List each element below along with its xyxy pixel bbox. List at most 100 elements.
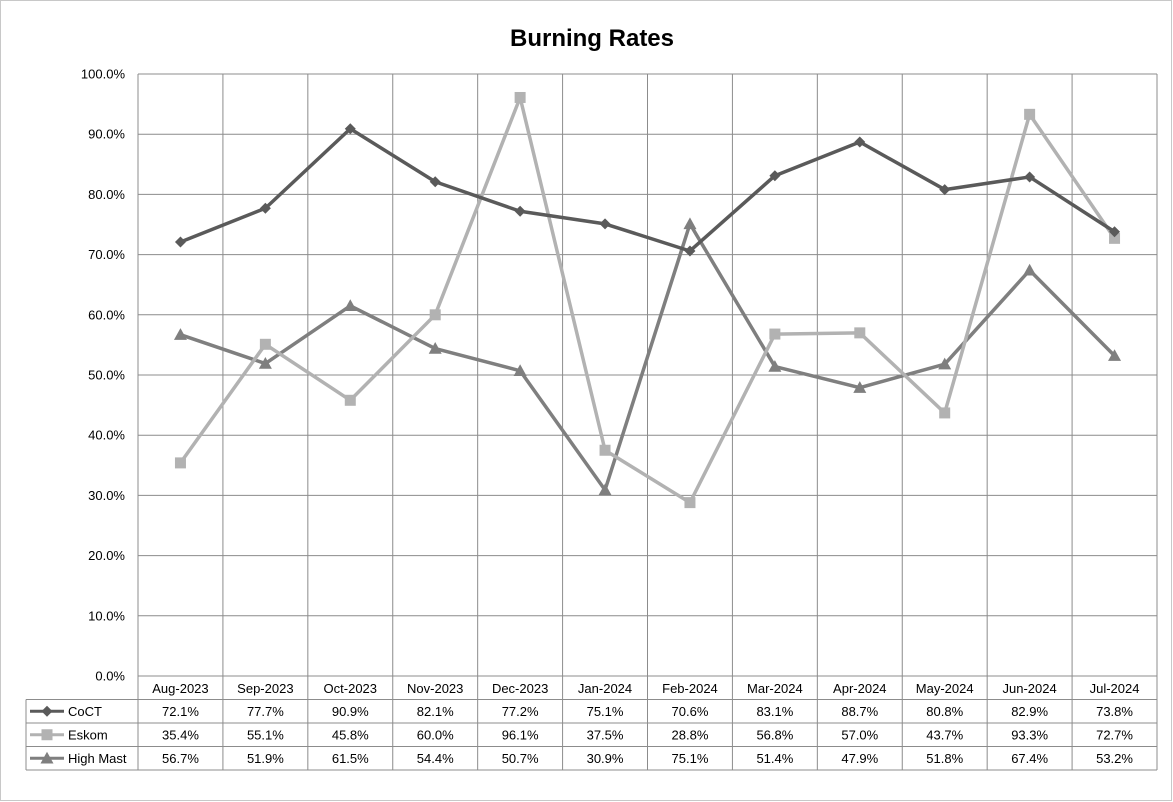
series-lines	[173, 91, 1122, 509]
y-tick-label: 70.0%	[88, 247, 125, 262]
data-label-high-mast: 75.1%	[672, 751, 709, 766]
legend-keys	[30, 705, 64, 764]
data-point-eskom	[939, 407, 951, 419]
y-tick-label: 60.0%	[88, 307, 125, 322]
x-category-label: Sep-2023	[237, 681, 293, 696]
series-name-high-mast: High Mast	[68, 751, 127, 766]
data-label-eskom: 60.0%	[417, 727, 454, 742]
x-category-label: Oct-2023	[324, 681, 377, 696]
data-point-eskom	[174, 457, 186, 469]
data-point-coct	[769, 170, 781, 182]
data-point-high-mast	[428, 342, 442, 354]
x-category-label: May-2024	[916, 681, 974, 696]
data-label-high-mast: 54.4%	[417, 751, 454, 766]
series-name-coct: CoCT	[68, 704, 102, 719]
data-label-high-mast: 30.9%	[587, 751, 624, 766]
data-label-high-mast: 47.9%	[841, 751, 878, 766]
data-label-high-mast: 53.2%	[1096, 751, 1133, 766]
data-label-high-mast: 51.8%	[926, 751, 963, 766]
data-point-high-mast	[1023, 263, 1037, 276]
x-category-label: Mar-2024	[747, 681, 803, 696]
data-point-high-mast	[853, 381, 867, 393]
data-point-coct	[429, 176, 441, 188]
data-label-coct: 75.1%	[587, 704, 624, 719]
x-category-label: Jul-2024	[1090, 681, 1140, 696]
y-tick-label: 80.0%	[88, 187, 125, 202]
x-category-label: Aug-2023	[152, 681, 208, 696]
data-label-eskom: 93.3%	[1011, 727, 1048, 742]
data-point-high-mast	[513, 364, 527, 376]
series-coct	[174, 123, 1121, 257]
data-point-coct	[854, 136, 866, 148]
data-label-high-mast: 56.7%	[162, 751, 199, 766]
y-tick-label: 20.0%	[88, 548, 125, 563]
data-label-coct: 90.9%	[332, 704, 369, 719]
data-label-high-mast: 61.5%	[332, 751, 369, 766]
data-label-eskom: 57.0%	[841, 727, 878, 742]
data-point-coct	[599, 218, 611, 230]
x-category-label: Apr-2024	[833, 681, 886, 696]
data-point-eskom	[684, 497, 696, 509]
data-label-coct: 73.8%	[1096, 704, 1133, 719]
data-point-coct	[1109, 226, 1121, 238]
series-line-high-mast	[179, 222, 1116, 492]
x-category-label: Feb-2024	[662, 681, 718, 696]
data-point-coct	[1024, 171, 1036, 183]
data-point-high-mast	[343, 299, 357, 311]
data-label-coct: 77.2%	[502, 704, 539, 719]
data-label-eskom: 45.8%	[332, 727, 369, 742]
chart-title: Burning Rates	[510, 25, 674, 52]
x-category-label: Nov-2023	[407, 681, 463, 696]
data-point-eskom	[769, 328, 781, 340]
data-label-eskom: 96.1%	[502, 727, 539, 742]
data-point-eskom	[429, 309, 441, 321]
data-label-coct: 70.6%	[672, 704, 709, 719]
x-category-label: Jan-2024	[578, 681, 632, 696]
data-label-coct: 88.7%	[841, 704, 878, 719]
legend-key-marker-coct	[41, 705, 53, 717]
y-tick-label: 10.0%	[88, 608, 125, 623]
data-label-high-mast: 51.9%	[247, 751, 284, 766]
data-label-high-mast: 51.4%	[756, 751, 793, 766]
y-tick-label: 40.0%	[88, 428, 125, 443]
data-label-coct: 80.8%	[926, 704, 963, 719]
data-point-eskom	[1109, 232, 1121, 244]
data-point-high-mast	[938, 357, 952, 370]
legend-key-marker-eskom	[41, 729, 53, 741]
data-point-eskom	[259, 338, 271, 350]
data-point-coct	[344, 123, 356, 135]
data-point-high-mast	[258, 357, 272, 369]
data-label-eskom: 37.5%	[587, 727, 624, 742]
y-tick-label: 30.0%	[88, 488, 125, 503]
data-point-eskom	[514, 91, 526, 103]
data-point-coct	[174, 236, 186, 248]
data-point-high-mast	[768, 360, 782, 372]
data-point-eskom	[344, 394, 356, 406]
x-category-label: Jun-2024	[1003, 681, 1057, 696]
data-label-eskom: 35.4%	[162, 727, 199, 742]
y-tick-label: 50.0%	[88, 368, 125, 383]
series-eskom	[174, 91, 1121, 509]
data-label-coct: 82.9%	[1011, 704, 1048, 719]
series-line-coct	[179, 127, 1116, 253]
data-point-high-mast	[173, 328, 187, 340]
grid-lines	[137, 73, 1158, 770]
series-high-mast	[173, 217, 1122, 496]
legend-key-marker-high-mast	[40, 751, 54, 764]
data-label-high-mast: 50.7%	[502, 751, 539, 766]
series-line-eskom	[179, 95, 1116, 505]
data-label-eskom: 43.7%	[926, 727, 963, 742]
data-label-eskom: 28.8%	[672, 727, 709, 742]
data-label-coct: 82.1%	[417, 704, 454, 719]
data-label-eskom: 72.7%	[1096, 727, 1133, 742]
data-table: Aug-2023 Sep-2023 Oct-2023 Nov-2023 Dec-2023…	[25, 681, 1157, 771]
data-label-coct: 72.1%	[162, 704, 199, 719]
y-tick-label: 100.0%	[81, 67, 126, 82]
data-point-high-mast	[683, 217, 697, 230]
series-name-eskom: Eskom	[68, 727, 108, 742]
y-tick-label: 0.0%	[95, 669, 125, 684]
data-point-eskom	[1024, 108, 1036, 120]
x-category-label: Dec-2023	[492, 681, 548, 696]
